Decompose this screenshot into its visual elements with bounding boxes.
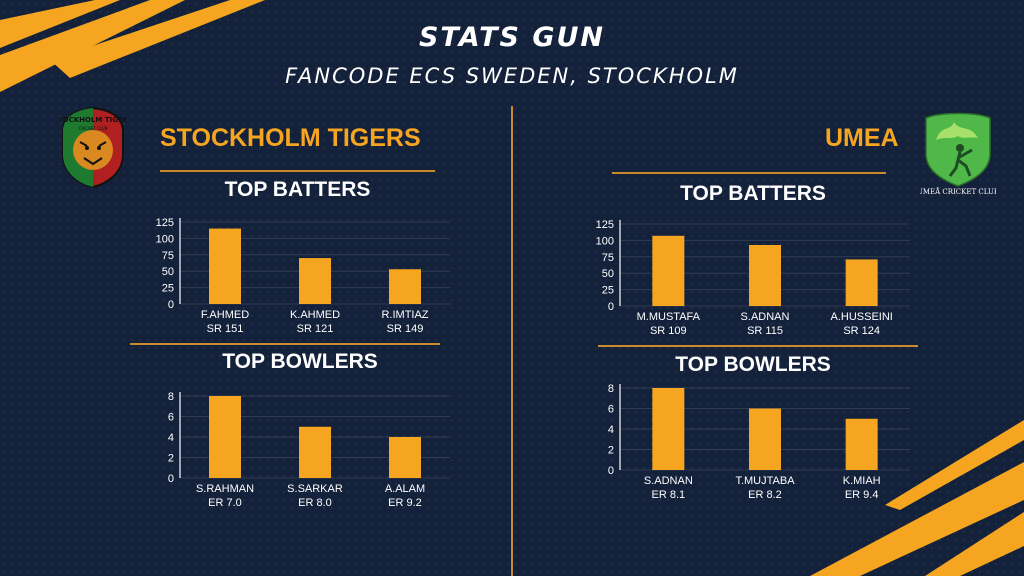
bar-r-imtiaz bbox=[389, 269, 421, 304]
y-tick-label: 6 bbox=[608, 404, 614, 416]
y-tick-label: 75 bbox=[602, 252, 614, 264]
y-tick-label: 8 bbox=[608, 383, 614, 395]
section-rule-right bbox=[598, 345, 918, 347]
y-tick-label: 4 bbox=[608, 424, 614, 436]
bar-k-miah bbox=[845, 418, 878, 470]
bar-k-ahmed bbox=[299, 258, 331, 304]
x-sublabel: ER 8.1 bbox=[652, 489, 686, 501]
y-tick-label: 50 bbox=[602, 268, 614, 280]
x-sublabel: ER 8.2 bbox=[748, 489, 782, 501]
x-sublabel: SR 121 bbox=[297, 323, 334, 335]
x-category-label: S.ADNAN bbox=[741, 311, 790, 323]
x-category-label: K.MIAH bbox=[843, 475, 881, 487]
x-category-label: A.ALAM bbox=[385, 483, 425, 495]
chart-top-bowlers-left: 0 2 4 6 8 S.RAHMAN ER 7.0 S.SARKAR ER 8.0 A.ALAM E… bbox=[140, 388, 460, 522]
x-category-label: T.MUJTABA bbox=[735, 475, 795, 487]
section-title-top-batters-right: TOP BATTERS bbox=[680, 182, 826, 205]
logo-sublettering: CRICKET CLUB bbox=[79, 126, 108, 131]
bar-s-adnan bbox=[652, 388, 685, 470]
y-tick-label: 0 bbox=[168, 473, 174, 485]
umea-cricket-club-logo: UMEÅ CRICKET CLUB bbox=[920, 112, 996, 196]
x-sublabel: ER 7.0 bbox=[208, 497, 242, 509]
bar-f-ahmed bbox=[209, 228, 241, 304]
y-tick-label: 25 bbox=[162, 283, 174, 295]
chart-top-batters-left: 0 25 50 75 100 125 F.AHMED SR 151 K.AHMED SR 121 R… bbox=[140, 214, 460, 348]
y-tick-label: 25 bbox=[602, 285, 614, 297]
bar-chart-batters-right: 0 25 50 75 100 125 M.MUSTAFA SR 109 S.ADNAN SR 11… bbox=[596, 219, 910, 337]
x-category-label: F.AHMED bbox=[201, 309, 249, 321]
y-tick-label: 0 bbox=[608, 465, 614, 477]
bar-s-rahman bbox=[209, 396, 241, 478]
stockholm-tigers-logo: STOCKHOLM TIGERS CRICKET CLUB bbox=[60, 106, 126, 188]
x-category-label: S.SARKAR bbox=[287, 483, 343, 495]
y-tick-label: 50 bbox=[162, 266, 174, 278]
x-category-label: S.ADNAN bbox=[644, 475, 693, 487]
y-tick-label: 2 bbox=[168, 453, 174, 465]
chart-top-batters-right: 0 25 50 75 100 125 M.MUSTAFA SR 109 S.ADNAN SR 11… bbox=[580, 216, 920, 350]
x-category-label: K.AHMED bbox=[290, 309, 340, 321]
bar-a-alam bbox=[389, 437, 421, 478]
bar-chart-bowlers-right: 0 2 4 6 8 S.ADNAN ER 8.1 T.MUJTABA ER 8.2 K.MIAH E… bbox=[608, 383, 910, 501]
x-sublabel: ER 9.4 bbox=[845, 489, 879, 501]
bar-s-sarkar bbox=[299, 426, 331, 478]
x-sublabel: SR 109 bbox=[650, 325, 687, 337]
x-sublabel: SR 124 bbox=[843, 325, 880, 337]
team-name-right: UMEA bbox=[825, 124, 899, 152]
team-rule-right bbox=[612, 172, 886, 174]
x-category-label: R.IMTIAZ bbox=[381, 309, 428, 321]
section-title-top-batters-left: TOP BATTERS bbox=[224, 178, 371, 201]
team-rule-left bbox=[160, 170, 435, 172]
section-rule-left bbox=[130, 343, 440, 345]
chart-top-bowlers-right: 0 2 4 6 8 S.ADNAN ER 8.1 T.MUJTABA ER 8.2 K.MIAH E… bbox=[580, 380, 920, 514]
section-title-top-bowlers-left: TOP BOWLERS bbox=[222, 350, 378, 373]
section-title-top-bowlers-right: TOP BOWLERS bbox=[675, 353, 831, 376]
y-tick-label: 6 bbox=[168, 412, 174, 424]
bar-m-mustafa bbox=[652, 235, 685, 306]
x-sublabel: ER 9.2 bbox=[388, 497, 422, 509]
y-tick-label: 100 bbox=[596, 235, 614, 247]
y-tick-label: 8 bbox=[168, 391, 174, 403]
bar-chart-bowlers-left: 0 2 4 6 8 S.RAHMAN ER 7.0 S.SARKAR ER 8.0 A.ALAM E… bbox=[168, 391, 450, 509]
y-tick-label: 2 bbox=[608, 445, 614, 457]
bar-t-mujtaba bbox=[749, 408, 781, 470]
x-category-label: M.MUSTAFA bbox=[637, 311, 701, 323]
logo-lettering: STOCKHOLM TIGERS bbox=[60, 116, 126, 124]
x-category-label: S.RAHMAN bbox=[196, 483, 254, 495]
center-divider bbox=[511, 106, 513, 576]
bar-chart-batters-left: 0 25 50 75 100 125 F.AHMED SR 151 K.AHMED SR 121 R… bbox=[156, 217, 450, 335]
y-tick-label: 75 bbox=[162, 250, 174, 262]
x-sublabel: SR 151 bbox=[207, 323, 244, 335]
y-tick-label: 0 bbox=[608, 301, 614, 313]
page-subtitle: FANCODE ECS SWEDEN, STOCKHOLM bbox=[285, 64, 739, 88]
logo-lettering: UMEÅ CRICKET CLUB bbox=[920, 187, 996, 196]
x-sublabel: SR 115 bbox=[747, 325, 783, 337]
team-name-left: STOCKHOLM TIGERS bbox=[160, 124, 421, 152]
x-sublabel: SR 149 bbox=[387, 323, 424, 335]
x-sublabel: ER 8.0 bbox=[298, 497, 332, 509]
page-title: STATS GUN bbox=[418, 22, 606, 53]
y-tick-label: 0 bbox=[168, 299, 174, 311]
bar-a-husseini bbox=[845, 259, 878, 306]
y-tick-label: 125 bbox=[156, 217, 174, 229]
y-tick-label: 4 bbox=[168, 432, 174, 444]
bar-s-adnan bbox=[749, 244, 781, 306]
y-tick-label: 100 bbox=[156, 233, 174, 245]
y-tick-label: 125 bbox=[596, 219, 614, 231]
x-category-label: A.HUSSEINI bbox=[830, 311, 892, 323]
